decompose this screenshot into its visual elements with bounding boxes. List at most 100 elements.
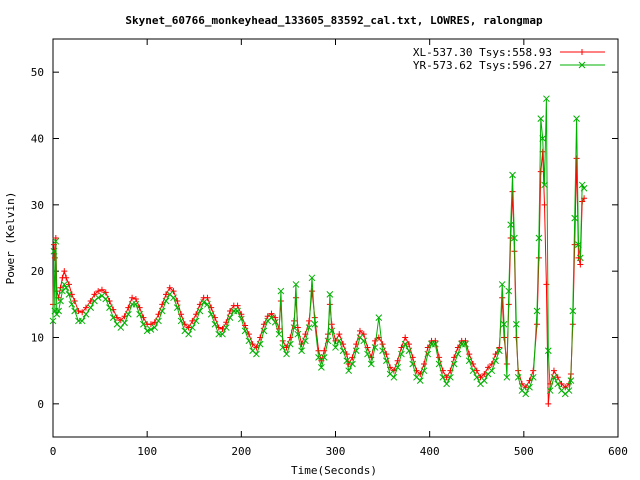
data-point — [507, 221, 515, 229]
y-axis: 0 10 20 30 40 50 — [31, 66, 618, 411]
data-point — [311, 320, 319, 328]
data-point — [401, 340, 409, 348]
data-point — [204, 300, 211, 308]
data-point — [271, 318, 279, 326]
data-point — [140, 320, 147, 328]
legend-marker — [579, 49, 585, 55]
data-point — [275, 330, 283, 338]
data-point — [106, 304, 113, 312]
data-point — [302, 337, 309, 345]
data-point — [550, 373, 558, 381]
data-point — [409, 360, 417, 368]
data-point — [577, 261, 584, 268]
data-point — [390, 373, 398, 381]
data-point — [192, 317, 200, 325]
data-point — [573, 115, 580, 122]
data-point — [163, 291, 169, 298]
data-point — [308, 288, 315, 295]
series-line — [52, 151, 585, 404]
data-point — [82, 304, 89, 311]
data-point — [222, 324, 230, 331]
data-point — [509, 171, 516, 179]
data-point — [87, 298, 94, 305]
data-point — [480, 377, 488, 384]
data-point — [91, 291, 98, 298]
data-point — [129, 294, 136, 301]
data-point — [95, 288, 102, 295]
data-point — [462, 337, 469, 344]
data-point — [443, 374, 450, 381]
data-point — [155, 317, 162, 325]
data-point — [117, 324, 125, 331]
data-point — [62, 284, 70, 292]
data-point — [485, 364, 492, 371]
y-tick-label: 0 — [37, 398, 44, 411]
data-point — [290, 324, 298, 331]
data-point — [336, 331, 343, 338]
data-point — [575, 241, 582, 248]
data-point — [522, 390, 530, 398]
data-point — [170, 294, 177, 302]
data-point — [526, 377, 533, 384]
data-point — [420, 367, 428, 375]
data-point — [402, 334, 409, 341]
data-point — [541, 181, 548, 189]
data-point — [256, 340, 264, 348]
data-point — [544, 347, 552, 355]
data-point — [498, 281, 506, 288]
data-point — [308, 274, 316, 282]
data-point — [545, 400, 552, 407]
data-point — [565, 387, 573, 394]
data-point — [462, 340, 469, 348]
data-point — [234, 302, 241, 309]
data-point — [66, 281, 73, 288]
data-point — [405, 347, 413, 355]
data-point — [511, 234, 518, 242]
series-layer — [49, 95, 588, 407]
data-point — [360, 331, 367, 338]
data-point — [360, 337, 368, 345]
data-point — [63, 274, 70, 281]
data-point — [268, 314, 275, 321]
data-point — [53, 310, 61, 318]
data-point — [435, 360, 443, 368]
data-point — [554, 374, 561, 381]
data-point — [473, 367, 480, 374]
data-point — [533, 307, 541, 315]
data-point — [82, 310, 90, 318]
data-point — [132, 300, 140, 308]
data-point — [253, 350, 260, 358]
data-point — [200, 298, 208, 306]
legend-marker — [578, 61, 586, 69]
data-point — [424, 344, 431, 351]
data-point — [132, 296, 139, 303]
y-tick-label: 40 — [31, 133, 44, 146]
data-point — [189, 324, 196, 331]
data-point — [51, 254, 58, 261]
data-point — [447, 373, 454, 381]
data-point — [382, 357, 390, 365]
data-point — [102, 295, 110, 303]
data-point — [57, 297, 64, 305]
data-point — [349, 360, 356, 368]
x-tick-label: 300 — [326, 445, 346, 458]
data-point — [500, 320, 508, 328]
y-tick-label: 50 — [31, 66, 44, 79]
data-point — [124, 310, 132, 318]
y-tick-label: 20 — [31, 265, 44, 278]
data-point — [424, 350, 432, 358]
data-point — [469, 367, 477, 375]
data-point — [65, 291, 73, 298]
data-point — [501, 334, 508, 341]
data-point — [204, 294, 211, 301]
data-point — [268, 310, 275, 317]
data-point — [495, 347, 503, 355]
x-tick-label: 100 — [137, 445, 157, 458]
x-tick-label: 200 — [231, 445, 251, 458]
x-axis-label: Time(Seconds) — [291, 464, 377, 477]
data-point — [226, 314, 234, 321]
data-point — [529, 373, 537, 381]
data-point — [75, 307, 82, 314]
data-point — [477, 374, 484, 381]
data-point — [177, 317, 185, 325]
